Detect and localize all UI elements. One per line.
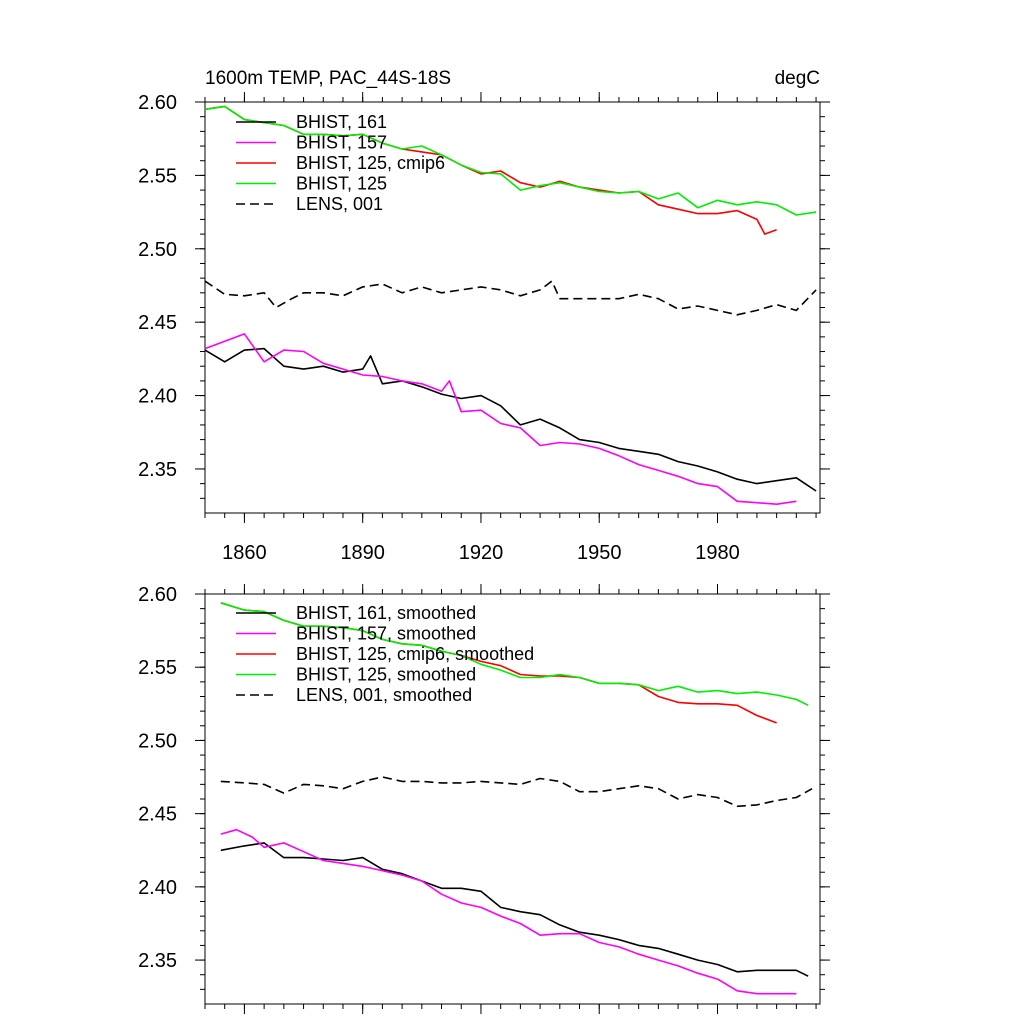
legend-label-3: BHIST, 125, smoothed <box>296 665 476 685</box>
x-tick-label: 1860 <box>222 542 267 564</box>
legend-label-2: BHIST, 125, cmip6 <box>296 153 445 173</box>
series-line-4 <box>220 776 813 808</box>
legend-label-1: BHIST, 157, smoothed <box>296 624 476 644</box>
units-label: degC <box>775 68 820 89</box>
y-tick-label: 2.50 <box>138 239 177 261</box>
y-tick-label: 2.60 <box>138 92 177 114</box>
series-line-2 <box>204 105 777 235</box>
series-line-1 <box>220 828 797 995</box>
x-tick-label: 1950 <box>577 542 622 564</box>
y-tick-label: 2.40 <box>138 877 177 899</box>
x-tick-label: 1890 <box>340 542 385 564</box>
y-tick-label: 2.35 <box>138 950 177 972</box>
legend-label-2: BHIST, 125, cmip6, smoothed <box>296 644 534 664</box>
y-tick-label: 2.35 <box>138 459 177 481</box>
y-tick-label: 2.50 <box>138 730 177 752</box>
panel-bottom: 2.60 2.55 2.50 2.45 2.40 2.35 BHIST, 161, smoo… <box>138 584 830 1014</box>
series-line-0 <box>204 347 817 492</box>
legend-label-0: BHIST, 161 <box>296 112 387 132</box>
x-tick-label: 1920 <box>459 542 504 564</box>
x-tick-label: 1980 <box>695 542 740 564</box>
legend-label-0: BHIST, 161, smoothed <box>296 603 476 623</box>
chart-title: 1600m TEMP, PAC_44S-18S <box>205 68 451 89</box>
y-tick-label: 2.45 <box>138 312 177 334</box>
legend-label-4: LENS, 001 <box>296 194 383 214</box>
y-tick-label: 2.55 <box>138 165 177 187</box>
series-line-3 <box>204 105 817 216</box>
series-line-0 <box>220 842 809 977</box>
y-tick-label: 2.45 <box>138 804 177 826</box>
panel-top: 2.60 2.55 2.50 2.45 2.40 2.35 1860 1890 1920 1950… <box>138 68 830 564</box>
legend-label-4: LENS, 001, smoothed <box>296 685 472 705</box>
y-tick-label: 2.60 <box>138 584 177 606</box>
series-line-4 <box>204 280 817 316</box>
legend-label-3: BHIST, 125 <box>296 174 387 194</box>
legend-label-1: BHIST, 157 <box>296 133 387 153</box>
y-tick-label: 2.55 <box>138 657 177 679</box>
series-line-3 <box>220 602 809 707</box>
y-tick-label: 2.40 <box>138 386 177 408</box>
series-line-1 <box>204 333 797 506</box>
